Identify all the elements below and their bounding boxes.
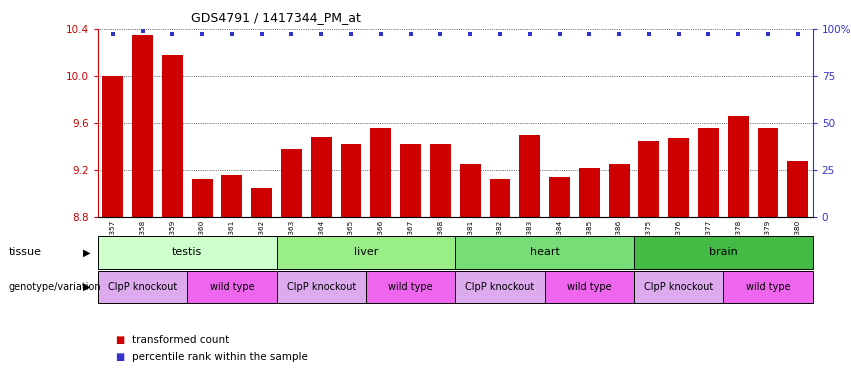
Bar (757, 127, 779, 217)
Point (642, 31, 655, 38)
Bar (221, 175, 243, 217)
Text: ■: ■ (115, 335, 124, 345)
Point (791, 31, 805, 38)
Point (523, 31, 536, 38)
Text: ▶: ▶ (83, 247, 90, 258)
Bar (579, 167, 600, 217)
Bar (366, 271, 455, 303)
Bar (638, 141, 660, 217)
Point (374, 31, 387, 38)
Text: brain: brain (709, 247, 738, 258)
Bar (549, 177, 570, 217)
Point (582, 31, 596, 38)
Bar (460, 164, 481, 217)
Bar (723, 271, 813, 303)
Bar (281, 149, 302, 217)
Point (165, 31, 179, 38)
Bar (132, 35, 153, 217)
Bar (340, 144, 362, 217)
Text: ClpP knockout: ClpP knockout (108, 282, 177, 292)
Bar (98, 271, 187, 303)
Bar (634, 236, 813, 269)
Point (403, 31, 417, 38)
Text: ClpP knockout: ClpP knockout (644, 282, 713, 292)
Bar (455, 236, 634, 269)
Text: GDS4791 / 1417344_PM_at: GDS4791 / 1417344_PM_at (191, 12, 361, 25)
Text: liver: liver (354, 247, 378, 258)
Point (106, 31, 119, 38)
Bar (311, 137, 332, 217)
Bar (519, 135, 540, 217)
Bar (370, 127, 391, 217)
Bar (191, 179, 213, 217)
Bar (430, 144, 451, 217)
Text: ■: ■ (115, 352, 124, 362)
Point (315, 31, 328, 38)
Bar (102, 76, 123, 217)
Bar (728, 116, 749, 217)
Point (672, 31, 686, 38)
Bar (251, 187, 272, 217)
Text: ClpP knockout: ClpP knockout (465, 282, 534, 292)
Bar (277, 236, 455, 269)
Bar (187, 271, 277, 303)
Point (225, 31, 238, 38)
Point (553, 31, 567, 38)
Text: heart: heart (529, 247, 560, 258)
Bar (277, 271, 366, 303)
Text: testis: testis (172, 247, 203, 258)
Bar (787, 161, 808, 217)
Text: ClpP knockout: ClpP knockout (287, 282, 356, 292)
Text: wild type: wild type (567, 282, 612, 292)
Point (463, 31, 477, 38)
Text: transformed count: transformed count (132, 335, 229, 345)
Bar (608, 164, 630, 217)
Point (196, 31, 209, 38)
Point (731, 31, 745, 38)
Point (284, 31, 298, 38)
Point (344, 31, 357, 38)
Bar (634, 271, 723, 303)
Point (701, 31, 715, 38)
Point (612, 31, 625, 38)
Bar (489, 179, 511, 217)
Point (761, 31, 774, 38)
Bar (400, 144, 421, 217)
Bar (545, 271, 634, 303)
Text: wild type: wild type (209, 282, 254, 292)
Point (433, 31, 448, 38)
Text: genotype/variation: genotype/variation (9, 282, 101, 292)
Text: percentile rank within the sample: percentile rank within the sample (132, 352, 308, 362)
Text: wild type: wild type (745, 282, 791, 292)
Text: tissue: tissue (9, 247, 42, 258)
Bar (98, 236, 277, 269)
Point (136, 28, 150, 34)
Bar (698, 127, 719, 217)
Point (255, 31, 269, 38)
Bar (162, 55, 183, 217)
Text: wild type: wild type (388, 282, 433, 292)
Point (493, 31, 506, 38)
Bar (455, 271, 545, 303)
Bar (668, 138, 689, 217)
Text: ▶: ▶ (83, 282, 90, 292)
